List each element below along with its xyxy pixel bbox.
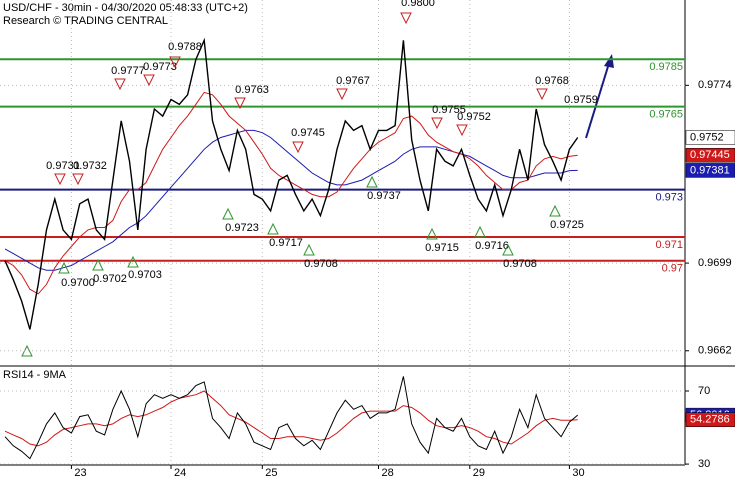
support-label: 0.9700 <box>61 277 95 289</box>
level-label: 0.9785 <box>649 61 683 73</box>
resistance-label: 0.9763 <box>235 84 269 96</box>
support-marker <box>267 222 279 235</box>
level-label: 0.9765 <box>649 109 683 121</box>
support-marker <box>549 204 561 217</box>
support-marker <box>303 243 315 256</box>
support-label: 0.9702 <box>93 273 127 285</box>
support-marker <box>92 258 104 271</box>
x-tick-label: 24 <box>174 467 186 479</box>
resistance-label: 0.9767 <box>336 75 370 87</box>
resistance-label: 0.9773 <box>143 61 177 73</box>
y-tick-label: 0.9699 <box>698 257 732 269</box>
series-line <box>4 129 578 271</box>
x-tick-label: 28 <box>382 467 394 479</box>
y-tick-label: 0.9774 <box>698 79 732 91</box>
ma-value-box <box>685 147 735 163</box>
x-tick-label: 30 <box>572 467 584 479</box>
x-tick-label: 29 <box>473 467 485 479</box>
support-marker <box>426 227 438 240</box>
support-marker <box>127 255 139 268</box>
support-marker <box>222 207 234 220</box>
resistance-label: 0.9732 <box>73 160 107 172</box>
projection-arrowhead <box>604 54 614 68</box>
ma-value: 0.97445 <box>690 149 730 161</box>
support-marker <box>58 261 70 274</box>
support-label: 0.9725 <box>550 219 584 231</box>
y-tick-label: 30 <box>698 458 710 470</box>
y-tick-label: 70 <box>698 385 710 397</box>
resistance-label: 0.9731 <box>46 160 80 172</box>
level-label: 0.97 <box>662 263 683 275</box>
last-price-box <box>685 130 735 145</box>
rsi-label: RSI14 - 9MA <box>3 369 67 381</box>
support-label: 0.9723 <box>225 222 259 234</box>
series-line <box>4 390 578 447</box>
chart-subtitle: Research © TRADING CENTRAL <box>3 15 168 27</box>
support-label: 0.9703 <box>128 269 162 281</box>
resistance-marker <box>456 124 468 137</box>
level-label: 0.971 <box>655 239 683 251</box>
resistance-marker <box>54 173 66 186</box>
support-label: 0.9737 <box>367 190 401 202</box>
ma-value: 0.97381 <box>690 164 730 176</box>
resistance-marker <box>72 173 84 186</box>
series-line <box>4 37 579 330</box>
resistance-label: 0.9755 <box>432 104 466 116</box>
rsi-value-box <box>685 412 735 427</box>
resistance-marker <box>169 56 181 69</box>
resistance-marker <box>292 141 304 154</box>
support-marker <box>474 225 486 238</box>
resistance-label: 0.9788 <box>168 41 202 53</box>
resistance-marker <box>114 78 126 91</box>
resistance-label: 0.9768 <box>535 75 569 87</box>
resistance-label: 0.9745 <box>291 127 325 139</box>
projection-arrow <box>585 59 611 139</box>
resistance-label: 0.9800 <box>401 0 435 9</box>
support-marker <box>502 243 514 256</box>
resistance-marker <box>143 74 155 87</box>
resistance-marker <box>234 97 246 110</box>
support-label: 0.9715 <box>425 242 459 254</box>
series-line <box>4 91 578 295</box>
support-label: 0.9716 <box>475 240 509 252</box>
y-tick-label: 0.9662 <box>698 345 732 357</box>
x-tick-label: 25 <box>265 467 277 479</box>
resistance-label: 0.9752 <box>457 111 491 123</box>
support-label: 0.9717 <box>269 237 303 249</box>
resistance-marker <box>400 12 412 25</box>
resistance-marker <box>431 117 443 130</box>
resistance-marker <box>536 88 548 101</box>
chart-title: USD/CHF - 30min - 04/30/2020 05:48:33 (U… <box>3 2 248 14</box>
last-price: 0.9752 <box>690 131 724 143</box>
resistance-marker <box>336 88 348 101</box>
support-marker <box>366 175 378 188</box>
series-line <box>4 376 579 460</box>
level-label: 0.973 <box>655 192 683 204</box>
x-tick-label: 23 <box>74 467 86 479</box>
ma-value-box <box>685 163 735 178</box>
resistance-label: 0.9777 <box>111 65 145 77</box>
rsi-value: 54.2786 <box>690 414 730 426</box>
support-label: 0.9708 <box>304 258 338 270</box>
support-label: 0.9708 <box>503 258 537 270</box>
resistance-label: 0.9759 <box>564 94 598 106</box>
